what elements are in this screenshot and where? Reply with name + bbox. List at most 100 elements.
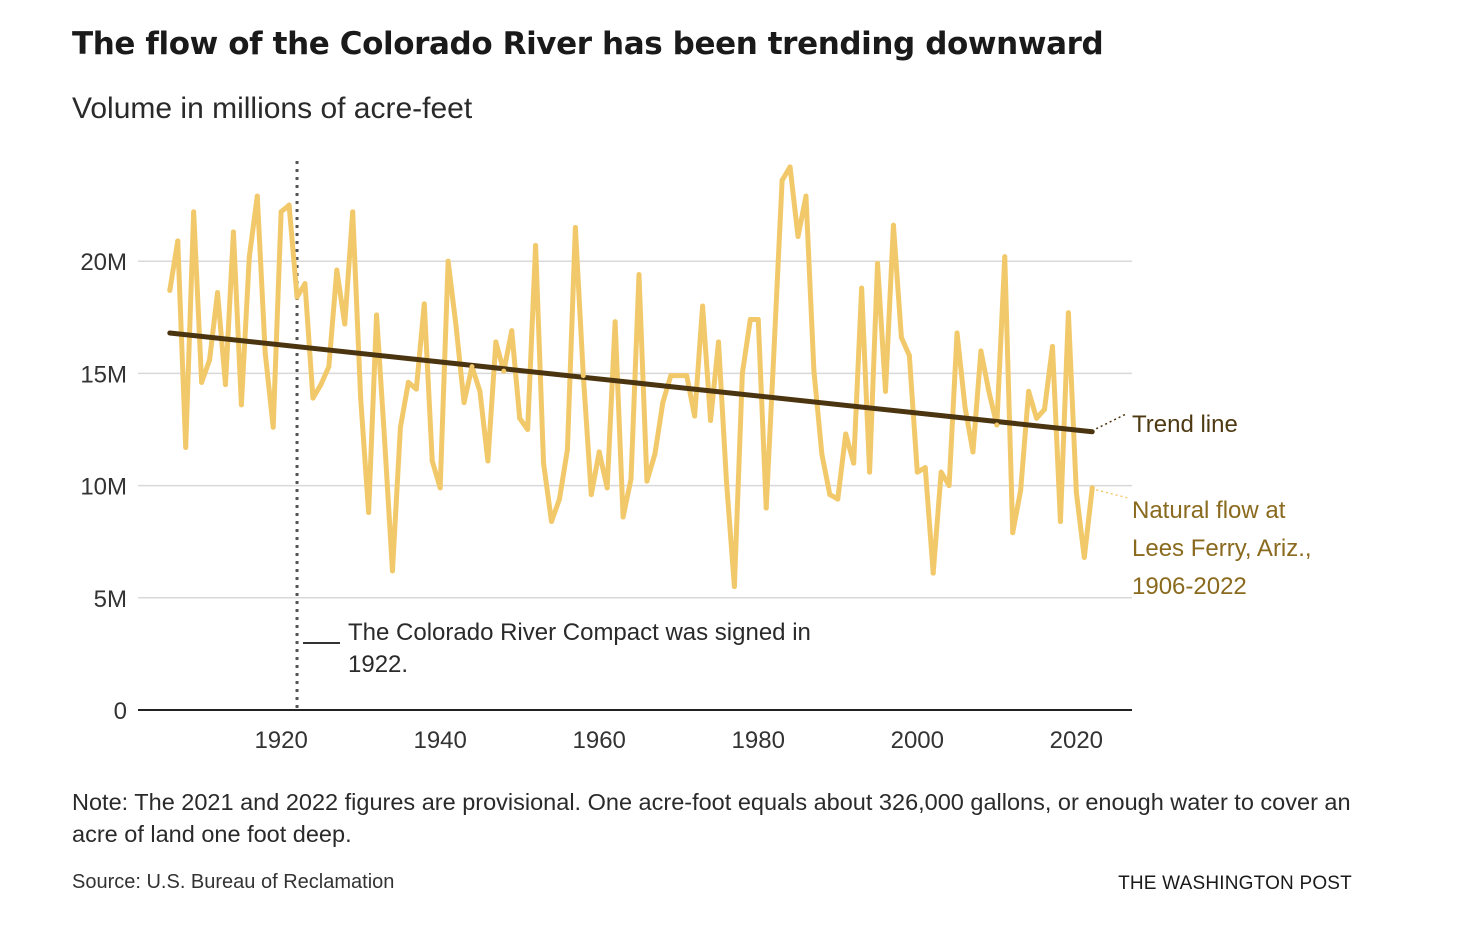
flow-data-point <box>215 290 221 296</box>
flow-data-point <box>938 469 944 475</box>
x-tick-label: 2000 <box>891 727 944 754</box>
flow-data-point <box>358 395 364 401</box>
flow-data-point <box>668 373 674 379</box>
flow-data-point <box>652 451 658 457</box>
flow-data-points <box>167 164 1095 590</box>
chart-source: Source: U.S. Bureau of Reclamation <box>72 871 395 893</box>
y-tick-label: 0 <box>114 698 127 725</box>
flow-data-point <box>477 388 483 394</box>
flow-data-point <box>922 465 928 471</box>
flow-data-point <box>1089 485 1095 491</box>
flow-label-leader <box>1096 489 1129 499</box>
flow-data-point <box>437 485 443 491</box>
gridlines <box>138 260 1132 711</box>
flow-data-point <box>183 444 189 450</box>
flow-data-point <box>811 368 817 374</box>
flow-data-point <box>405 379 411 385</box>
flow-data-point <box>1081 554 1087 560</box>
flow-data-point <box>533 242 539 248</box>
flow-data-point <box>604 485 610 491</box>
y-axis-ticks: 0 5M 10M 15M 20M <box>80 249 127 725</box>
annotation-line: The Colorado River Compact was signed in <box>348 619 811 646</box>
flow-data-point <box>238 402 244 408</box>
flow-data-point <box>859 285 865 291</box>
flow-data-point <box>946 483 952 489</box>
flow-data-point <box>644 478 650 484</box>
trend-label-leader <box>1095 413 1127 430</box>
flow-data-point <box>413 386 419 392</box>
flow-data-point <box>541 460 547 466</box>
flow-data-point <box>278 209 284 215</box>
flow-data-point <box>1002 254 1008 260</box>
flow-data-point <box>660 400 666 406</box>
flow-data-point <box>262 350 268 356</box>
flow-data-point <box>294 294 300 300</box>
flow-data-point <box>549 519 555 525</box>
flow-label-line: Natural flow at <box>1132 497 1286 524</box>
flow-data-point <box>501 368 507 374</box>
flow-data-point <box>835 496 841 502</box>
x-axis-ticks: 1920 1940 1960 1980 2000 2020 <box>254 727 1103 754</box>
flow-data-point <box>199 379 205 385</box>
flow-data-point <box>978 348 984 354</box>
publisher-credit: THE WASHINGTON POST <box>1118 873 1352 894</box>
flow-data-point <box>692 413 698 419</box>
flow-data-point <box>636 272 642 278</box>
flow-data-point <box>747 317 753 323</box>
x-tick-label: 1960 <box>573 727 626 754</box>
chart-subtitle: Volume in millions of acre-feet <box>72 92 473 125</box>
flow-data-point <box>525 427 531 432</box>
flow-data-point <box>222 382 228 388</box>
flow-data-point <box>175 238 181 244</box>
flow-data-point <box>684 373 690 379</box>
flow-data-point <box>795 234 801 240</box>
flow-data-point <box>596 449 602 455</box>
y-tick-label: 10M <box>80 474 127 501</box>
flow-data-point <box>803 193 809 199</box>
x-tick-label: 1920 <box>254 727 307 754</box>
y-tick-label: 15M <box>80 361 127 388</box>
trend-line <box>167 330 1095 435</box>
flow-data-point <box>564 447 570 453</box>
flow-data-point <box>397 424 403 430</box>
flow-data-point <box>556 496 562 502</box>
flow-data-point <box>994 422 1000 428</box>
flow-data-point <box>493 339 499 345</box>
flow-data-point <box>731 584 737 590</box>
flow-data-point <box>962 404 968 410</box>
flow-data-point <box>843 431 849 437</box>
flow-data-point <box>867 469 873 475</box>
flow-data-point <box>779 177 785 183</box>
flow-data-point <box>509 328 515 334</box>
flow-data-point <box>580 373 586 379</box>
flow-data-point <box>302 281 308 287</box>
flow-data-point <box>1018 487 1024 493</box>
flow-data-point <box>167 287 173 293</box>
trend-line-label: Trend line <box>1132 411 1238 438</box>
flow-data-point <box>875 260 881 266</box>
flow-data-point <box>588 492 594 498</box>
chart-note: Note: The 2021 and 2022 figures are prov… <box>72 789 1351 847</box>
y-tick-label: 5M <box>94 586 127 613</box>
compact-annotation: The Colorado River Compact was signed in… <box>348 619 811 678</box>
flow-data-point <box>1010 530 1016 536</box>
flow-data-point <box>461 400 467 406</box>
flow-data-point <box>230 229 236 235</box>
flow-data-point <box>708 418 714 424</box>
flow-data-point <box>763 505 769 511</box>
flow-data-point <box>612 319 618 325</box>
flow-data-point <box>1026 388 1032 394</box>
flow-data-point <box>827 492 833 498</box>
flow-data-point <box>342 321 348 327</box>
flow-data-point <box>890 222 896 228</box>
x-tick-label: 1940 <box>413 727 466 754</box>
flow-label-line: Lees Ferry, Ariz., <box>1132 535 1312 562</box>
flow-data-point <box>326 364 332 370</box>
flow-data-point <box>930 570 936 576</box>
flow-data-point <box>270 424 276 430</box>
y-tick-label: 20M <box>80 249 127 276</box>
flow-data-point <box>755 317 761 323</box>
flow-data-point <box>310 395 316 401</box>
flow-data-point <box>1073 489 1079 495</box>
flow-data-point <box>700 303 706 309</box>
